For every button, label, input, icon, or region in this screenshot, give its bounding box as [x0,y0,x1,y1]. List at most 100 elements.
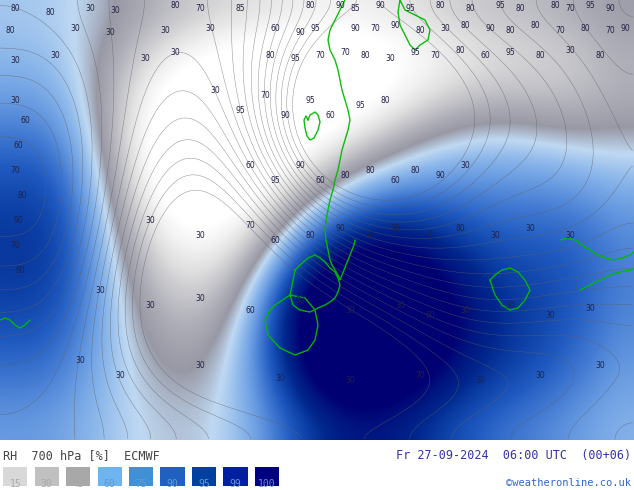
Text: 30: 30 [205,24,215,32]
Text: 70: 70 [430,50,440,59]
FancyBboxPatch shape [192,467,216,486]
Text: 90: 90 [375,0,385,9]
Text: 70: 70 [565,3,575,13]
Text: 30: 30 [545,311,555,319]
Text: 70: 70 [365,230,375,240]
Text: 30: 30 [145,300,155,310]
Text: 80: 80 [530,21,540,29]
Text: ©weatheronline.co.uk: ©weatheronline.co.uk [506,477,631,488]
Text: 30: 30 [505,300,515,310]
Text: 60: 60 [270,236,280,245]
Text: 80: 80 [455,46,465,54]
Text: 90: 90 [295,27,305,36]
Text: 30: 30 [425,230,435,240]
Text: 70: 70 [260,91,270,99]
Text: 60: 60 [425,311,435,319]
Text: 60: 60 [270,24,280,32]
Text: 80: 80 [550,0,560,9]
Text: 80: 80 [535,50,545,59]
Text: 95: 95 [235,105,245,115]
Text: 80: 80 [455,223,465,233]
Text: 70: 70 [555,25,565,34]
Text: 30: 30 [85,3,95,13]
Text: 80: 80 [380,96,390,104]
Text: 80: 80 [265,50,275,59]
Text: 95: 95 [290,53,300,63]
Text: 95: 95 [505,48,515,56]
Text: 30: 30 [295,295,305,304]
Text: 70: 70 [245,220,255,229]
Text: 80: 80 [595,50,605,59]
Text: 60: 60 [315,175,325,185]
Text: 30: 30 [390,223,400,233]
Text: 95: 95 [355,100,365,109]
Text: 90: 90 [435,171,445,179]
Text: 30: 30 [345,375,355,385]
Text: 30: 30 [490,230,500,240]
Text: 30: 30 [475,375,485,385]
Text: 90: 90 [295,161,305,170]
Text: 70: 70 [415,370,425,380]
Text: 100: 100 [258,479,276,489]
FancyBboxPatch shape [223,467,247,486]
Text: 30: 30 [195,230,205,240]
Text: 30: 30 [195,294,205,302]
Text: 30: 30 [460,161,470,170]
Text: 30: 30 [10,55,20,65]
Text: 70: 70 [195,3,205,13]
Text: 60: 60 [13,141,23,149]
Text: 45: 45 [72,479,84,489]
Text: 60: 60 [20,116,30,124]
FancyBboxPatch shape [66,467,90,486]
Text: 80: 80 [505,25,515,34]
Text: 80: 80 [410,166,420,174]
Text: 95: 95 [305,96,315,104]
Text: 95: 95 [270,175,280,185]
Text: 80: 80 [305,0,315,9]
Text: 30: 30 [440,24,450,32]
Text: 80: 80 [45,7,55,17]
FancyBboxPatch shape [255,467,279,486]
Text: 80: 80 [5,25,15,34]
Text: 70: 70 [605,25,615,34]
Text: 60: 60 [15,266,25,274]
Text: 90: 90 [13,216,23,224]
Text: 30: 30 [210,85,220,95]
Text: 90: 90 [620,24,630,32]
FancyBboxPatch shape [129,467,153,486]
Text: 60: 60 [245,305,255,315]
Text: 30: 30 [565,230,575,240]
Text: 70: 70 [340,48,350,56]
Text: 60: 60 [390,175,400,185]
Text: 80: 80 [580,24,590,32]
Text: 60: 60 [480,50,490,59]
Text: 90: 90 [485,24,495,32]
Text: 30: 30 [170,48,180,56]
Text: 95: 95 [495,0,505,9]
Text: 30: 30 [95,286,105,294]
Text: 90: 90 [350,24,360,32]
Text: 95: 95 [405,3,415,13]
Text: 80: 80 [10,3,20,13]
Text: 80: 80 [360,50,370,59]
Text: 90: 90 [167,479,178,489]
Text: 80: 80 [435,0,445,9]
Text: 80: 80 [515,3,525,13]
Text: 30: 30 [595,361,605,369]
Text: 60: 60 [104,479,115,489]
Text: 70: 70 [370,24,380,32]
Text: 30: 30 [10,96,20,104]
Text: 90: 90 [335,223,345,233]
Text: 90: 90 [390,21,400,29]
Text: 60: 60 [245,161,255,170]
Text: 99: 99 [230,479,242,489]
Text: 30: 30 [395,300,405,310]
FancyBboxPatch shape [35,467,59,486]
Text: 30: 30 [585,303,595,313]
Text: 30: 30 [140,53,150,63]
Text: 85: 85 [235,3,245,13]
Text: 60: 60 [325,111,335,120]
Text: 90: 90 [605,3,615,13]
Text: 30: 30 [160,25,170,34]
Text: 95: 95 [310,24,320,32]
